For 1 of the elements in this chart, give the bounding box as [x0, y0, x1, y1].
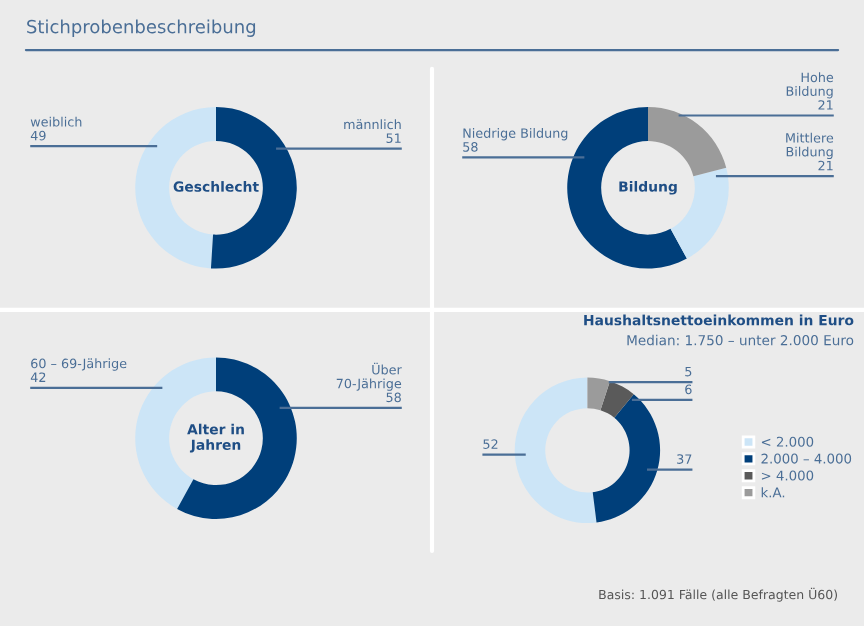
text: Stichprobenbeschreibung: [27, 19, 256, 37]
